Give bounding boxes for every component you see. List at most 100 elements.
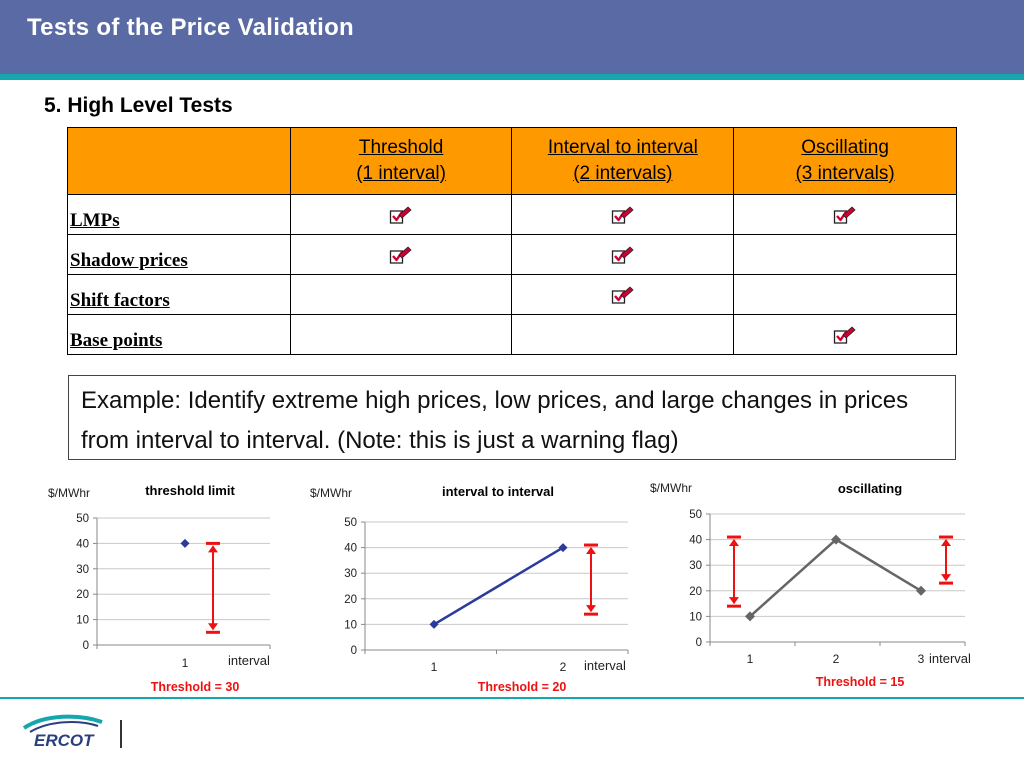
- header-line2: (3 intervals): [795, 163, 895, 184]
- check-icon: [389, 245, 412, 264]
- slide-title: Tests of the Price Validation: [27, 14, 355, 41]
- check-cell: [511, 234, 735, 275]
- header-line1: Oscillating: [801, 137, 889, 158]
- check-cell: [289, 234, 513, 275]
- data-point: [429, 619, 439, 629]
- ercot-logo: ERCOT: [22, 714, 103, 750]
- table-row: Base points: [67, 314, 957, 355]
- header-cell-oscillating: Oscillating (3 intervals): [733, 127, 957, 195]
- y-tick-label: 40: [344, 543, 357, 555]
- y-axis-label: $/MWhr: [48, 486, 90, 500]
- check-icon: [833, 205, 856, 224]
- y-tick-label: 30: [76, 564, 89, 576]
- table-row: Shift factors: [67, 274, 957, 315]
- y-tick-label: 0: [351, 645, 357, 657]
- y-axis-label: $/MWhr: [650, 481, 692, 495]
- header-cell-empty: [67, 127, 291, 195]
- chart-title: interval to interval: [442, 484, 554, 499]
- header-cell-threshold: Threshold (1 interval): [289, 127, 513, 195]
- row-label: Shift factors: [67, 274, 291, 315]
- x-axis-label: interval: [929, 651, 971, 666]
- chart-title: threshold limit: [145, 483, 235, 498]
- y-axis-label: $/MWhr: [310, 486, 352, 500]
- check-icon: [611, 285, 634, 304]
- y-tick-label: 10: [76, 615, 89, 627]
- check-cell: [289, 314, 513, 355]
- check-icon: [611, 245, 634, 264]
- oscillating-chart: 0 10 20 30 40 50 1 2 3 oscillating $/MWhr interval T…: [650, 481, 971, 689]
- logo-divider: [120, 720, 122, 748]
- y-tick-label: 40: [76, 538, 89, 550]
- row-label: LMPs: [67, 194, 291, 235]
- data-point: [745, 611, 755, 622]
- y-tick-label: 0: [696, 637, 702, 649]
- tests-table: Threshold (1 interval) Interval to interv…: [67, 127, 957, 355]
- y-tick-label: 50: [344, 517, 357, 529]
- check-cell: [733, 194, 957, 235]
- data-point: [558, 543, 568, 553]
- header-line1: Interval to interval: [547, 137, 698, 158]
- threshold-annotation: Threshold = 30: [151, 680, 240, 694]
- header-line2: (2 intervals): [573, 163, 673, 184]
- x-axis-label: interval: [584, 658, 626, 673]
- y-tick-label: 20: [689, 586, 702, 598]
- y-tick-label: 50: [76, 513, 89, 525]
- y-tick-label: 40: [689, 535, 702, 547]
- example-text: Example: Identify extreme high prices, l…: [81, 387, 909, 454]
- data-point: [916, 585, 926, 596]
- x-tick-label: 1: [431, 660, 438, 674]
- check-icon: [389, 205, 412, 224]
- check-icon: [833, 325, 856, 344]
- series-line: [433, 546, 564, 626]
- y-tick-label: 10: [344, 619, 357, 631]
- x-axis-label: interval: [228, 653, 270, 668]
- example-text-box: Example: Identify extreme high prices, l…: [68, 375, 956, 460]
- header-cell-interval: Interval to interval (2 intervals): [511, 127, 735, 195]
- y-tick-label: 30: [344, 568, 357, 580]
- table-row: Shadow prices: [67, 234, 957, 275]
- series-line: [749, 538, 922, 618]
- table-row: LMPs: [67, 194, 957, 235]
- check-cell: [511, 274, 735, 315]
- threshold-annotation: Threshold = 20: [478, 680, 567, 694]
- footer-line: [0, 697, 1024, 699]
- row-label: Shadow prices: [67, 234, 291, 275]
- threshold-arrow: [727, 535, 741, 608]
- header-line1: Threshold: [358, 137, 444, 158]
- data-point: [831, 534, 841, 545]
- interval-to-interval-chart: 0 10 20 30 40 50 1 2 interval to interval $/MWhr i…: [310, 484, 629, 694]
- check-cell: [511, 314, 735, 355]
- y-tick-label: 0: [83, 640, 89, 652]
- header-line2: (1 interval): [356, 163, 446, 184]
- y-tick-label: 20: [76, 589, 89, 601]
- header-stripe: [0, 74, 1024, 80]
- y-tick-label: 20: [344, 594, 357, 606]
- x-tick-label: 2: [833, 652, 840, 666]
- check-cell: [511, 194, 735, 235]
- table-header-row: Threshold (1 interval) Interval to interv…: [67, 127, 957, 195]
- logo-wordmark: ERCOT: [34, 731, 95, 750]
- row-label: Base points: [67, 314, 291, 355]
- threshold-annotation: Threshold = 15: [816, 675, 905, 689]
- threshold-arrow: [206, 541, 220, 634]
- y-tick-label: 30: [689, 560, 702, 572]
- check-cell: [733, 314, 957, 355]
- section-heading: 5. High Level Tests: [44, 94, 233, 117]
- slide-header: [0, 0, 1024, 74]
- check-cell: [733, 274, 957, 315]
- data-point: [180, 538, 190, 548]
- y-tick-label: 10: [689, 611, 702, 623]
- chart-title: oscillating: [838, 481, 902, 496]
- x-tick-label: 3: [918, 652, 925, 666]
- check-cell: [733, 234, 957, 275]
- y-tick-label: 50: [689, 509, 702, 521]
- threshold-arrow: [939, 535, 953, 585]
- threshold-limit-chart: 0 10 20 30 40 50 1 threshold limit $/MWhr interva…: [48, 483, 271, 694]
- threshold-arrow: [584, 543, 598, 616]
- x-tick-label: 1: [747, 652, 754, 666]
- check-cell: [289, 274, 513, 315]
- check-cell: [289, 194, 513, 235]
- x-tick-label: 2: [560, 660, 567, 674]
- x-tick-label: 1: [182, 656, 189, 670]
- check-icon: [611, 205, 634, 224]
